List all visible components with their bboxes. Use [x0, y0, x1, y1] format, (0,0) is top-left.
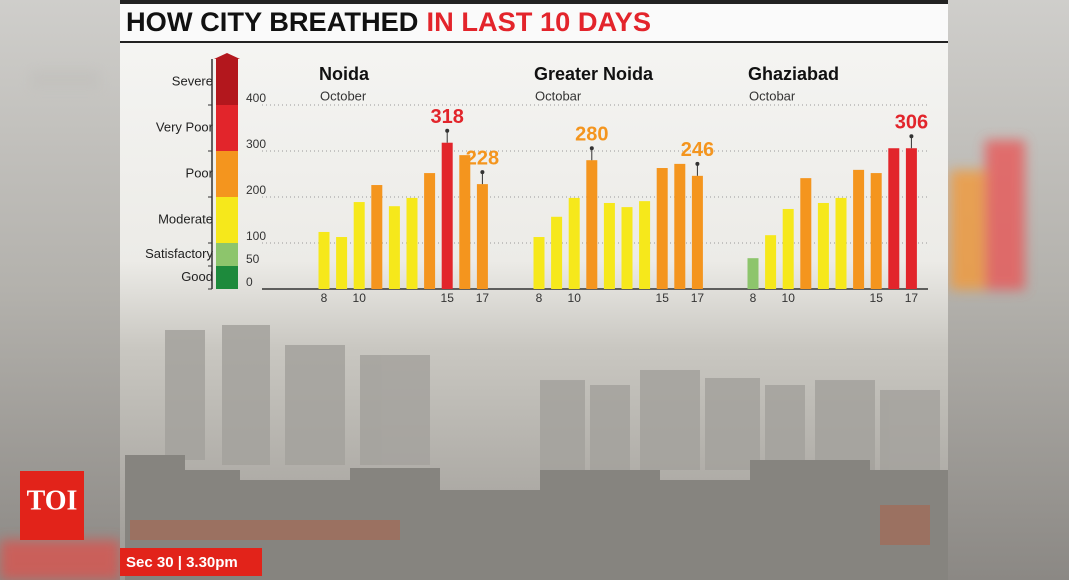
stamp-box [120, 548, 262, 576]
x-tick-label: 8 [750, 291, 757, 305]
y-tick-label: 400 [246, 91, 266, 105]
title: HOW CITY BREATHED IN LAST 10 DAYS [126, 7, 651, 37]
x-tick-label: 10 [568, 291, 582, 305]
scale-band [216, 243, 238, 266]
bar [533, 237, 545, 289]
chart-title: Greater Noida [534, 64, 654, 84]
bar [782, 208, 794, 289]
scale-label: Severe [172, 73, 213, 88]
logo: TOI [27, 485, 78, 516]
bar [905, 148, 917, 289]
scale-label: Poor [186, 165, 214, 180]
bar [835, 197, 847, 289]
bar [765, 235, 777, 289]
y-tick-label: 200 [246, 183, 266, 197]
x-tick-label: 17 [905, 291, 919, 305]
chart-subtitle: Octobar [749, 88, 796, 103]
scale-band [216, 151, 238, 197]
bar [371, 185, 383, 289]
title-main: HOW CITY BREATHED [126, 7, 418, 37]
scale-label: Very Poor [156, 119, 214, 134]
bar [476, 184, 488, 289]
logo-box [20, 471, 84, 540]
bar [551, 216, 563, 289]
x-tick-label: 17 [691, 291, 705, 305]
bar [621, 207, 633, 289]
bar [639, 201, 651, 289]
bar [441, 142, 453, 289]
label-dot [695, 161, 700, 166]
x-tick-label: 15 [441, 291, 455, 305]
plot: Good Satisfactory Moderate Poor Very Poor Sev… [145, 53, 930, 305]
bar [800, 178, 812, 289]
header-rule [120, 41, 948, 43]
y-tick-label: 100 [246, 229, 266, 243]
value-label: 318 [431, 106, 464, 128]
x-tick-label: 17 [476, 291, 490, 305]
label-dot [445, 128, 450, 133]
label-dot [480, 170, 485, 175]
bar [674, 163, 686, 289]
header-band [120, 4, 948, 42]
bar [568, 197, 580, 289]
scale-label: Good [181, 269, 213, 284]
scale-band [216, 59, 238, 105]
value-label: 246 [681, 139, 714, 161]
x-tick-label: 15 [656, 291, 670, 305]
bar [388, 206, 400, 289]
bar [424, 173, 436, 289]
stamp: Sec 30 | 3.30pm [126, 554, 238, 571]
chart-title: Noida [319, 64, 370, 84]
y-tick-label: 50 [246, 252, 260, 266]
label-dot [909, 134, 914, 139]
bar [406, 197, 418, 289]
value-label: 280 [575, 123, 608, 145]
x-tick-label: 8 [536, 291, 543, 305]
bar [318, 231, 330, 289]
bar [817, 202, 829, 289]
scale-band [216, 266, 238, 289]
y-tick-label: 300 [246, 137, 266, 151]
value-label: 228 [466, 147, 499, 169]
bar [656, 168, 668, 289]
bar [747, 258, 759, 289]
chart-subtitle: Octobar [535, 88, 582, 103]
scale-label: Moderate [158, 211, 213, 226]
bar [353, 202, 365, 289]
chart-subtitle: October [320, 88, 367, 103]
bar [870, 173, 882, 289]
scale-band [216, 197, 238, 243]
brick-buildings [130, 505, 930, 545]
bar [853, 169, 865, 289]
x-tick-label: 10 [353, 291, 367, 305]
y-tick-label: 0 [246, 275, 253, 289]
scale-band [216, 105, 238, 151]
x-tick-label: 10 [782, 291, 796, 305]
chart-title: Ghaziabad [748, 64, 839, 84]
label-dot [589, 146, 594, 151]
x-tick-label: 8 [321, 291, 328, 305]
bar [603, 202, 615, 289]
bar [888, 148, 900, 289]
scale-arrow [214, 53, 240, 59]
bar [336, 237, 348, 289]
scale-label: Satisfactory [145, 246, 213, 261]
blurred-edge [0, 70, 1025, 580]
bar [586, 160, 598, 289]
value-label: 306 [895, 112, 928, 134]
top-rule [120, 0, 948, 4]
bar [459, 155, 471, 289]
skyline-far [165, 325, 940, 470]
title-highlight: IN LAST 10 DAYS [427, 7, 651, 37]
x-tick-label: 15 [870, 291, 884, 305]
bar [691, 175, 703, 289]
